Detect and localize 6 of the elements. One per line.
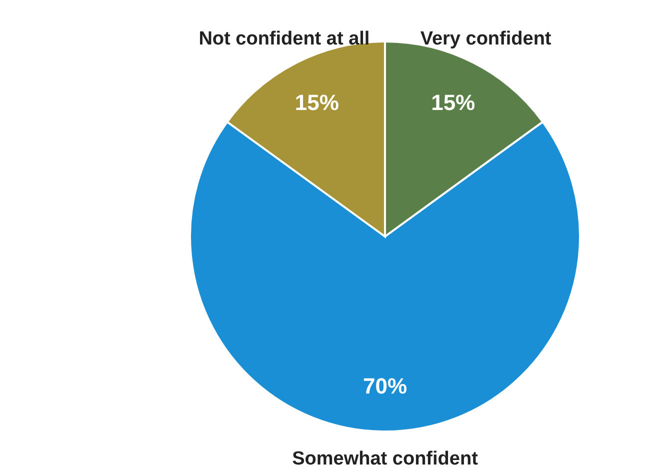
data-label: 15% — [294, 90, 339, 115]
slice-label: Very confident — [420, 28, 552, 50]
slice-label: Somewhat confident — [292, 448, 479, 470]
data-label: 15% — [431, 90, 476, 115]
slice-label: Not confident at all — [198, 28, 370, 50]
data-label: 70% — [362, 374, 408, 398]
